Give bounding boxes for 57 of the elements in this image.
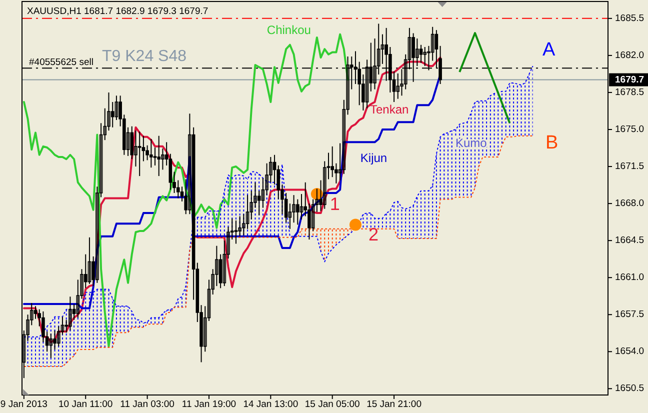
x-tick-label: 15 Jan 21:00 bbox=[366, 399, 422, 410]
line-series bbox=[23, 135, 534, 367]
candlestick bbox=[114, 95, 118, 120]
candlestick bbox=[49, 333, 53, 358]
candlestick bbox=[218, 254, 222, 289]
candlestick bbox=[430, 26, 434, 62]
y-tick-label: 1654.0 bbox=[615, 346, 644, 358]
text: XAUUSD,H1 1681.7 1682.9 1679.3 1679.7 bbox=[27, 6, 208, 17]
x-tick-label: 11 Jan 19:00 bbox=[182, 399, 236, 410]
candlestick bbox=[68, 296, 72, 331]
y-tick-label: 1661.0 bbox=[615, 272, 644, 284]
candlestick bbox=[150, 138, 153, 168]
candlestick bbox=[88, 236, 92, 284]
x-tick-label: 10 Jan 11:00 bbox=[58, 399, 113, 410]
candlestick bbox=[234, 220, 238, 244]
line-series bbox=[22, 33, 349, 348]
series-label: Tenkan bbox=[370, 102, 409, 116]
candlestick bbox=[284, 192, 288, 224]
ref-line-label: 1679.7 bbox=[615, 74, 644, 86]
text: T9 K24 S48 bbox=[102, 48, 187, 65]
series-label: A bbox=[542, 40, 556, 61]
candlestick bbox=[138, 131, 142, 177]
series-label: Kijun bbox=[360, 151, 388, 166]
candlestick bbox=[157, 135, 161, 177]
x-tick-label: 9 Jan 2013 bbox=[0, 399, 48, 410]
annotation: 2 bbox=[368, 224, 378, 245]
series-label: Chinkou bbox=[266, 22, 311, 37]
y-tick-label: 1675.0 bbox=[615, 124, 644, 135]
candlestick bbox=[257, 190, 261, 216]
y-tick-label: 1664.5 bbox=[615, 235, 644, 246]
series-label: B bbox=[545, 132, 558, 154]
annotation: 1 bbox=[330, 194, 340, 214]
annotation: Kumo bbox=[455, 136, 488, 150]
candlestick bbox=[153, 146, 157, 166]
x-tick-label: 11 Jan 03:00 bbox=[120, 399, 174, 410]
x-tick-label: 15 Jan 05:00 bbox=[304, 399, 360, 410]
candlestick bbox=[34, 306, 38, 320]
candlestick bbox=[261, 178, 265, 208]
y-tick-label: 1685.5 bbox=[615, 12, 644, 24]
candlestick bbox=[246, 194, 250, 230]
candlestick bbox=[380, 34, 384, 64]
y-tick-label: 1682.0 bbox=[615, 50, 644, 61]
candlestick bbox=[110, 101, 114, 128]
ref-line-label: #40555625 sell bbox=[29, 57, 94, 68]
y-tick-label: 1650.5 bbox=[615, 383, 644, 394]
candlestick bbox=[142, 135, 146, 162]
candlestick bbox=[396, 72, 400, 100]
candlestick bbox=[300, 194, 304, 220]
candlestick bbox=[311, 198, 315, 232]
candlestick bbox=[288, 203, 292, 230]
y-tick-label: 1678.5 bbox=[615, 86, 644, 98]
x-tick-label: 14 Jan 13:00 bbox=[243, 399, 298, 410]
candlestick bbox=[419, 44, 423, 64]
candlestick bbox=[168, 153, 172, 190]
y-tick-label: 1657.5 bbox=[615, 309, 644, 320]
y-tick-label: 1671.5 bbox=[615, 161, 644, 172]
y-tick-label: 1668.0 bbox=[615, 198, 644, 210]
